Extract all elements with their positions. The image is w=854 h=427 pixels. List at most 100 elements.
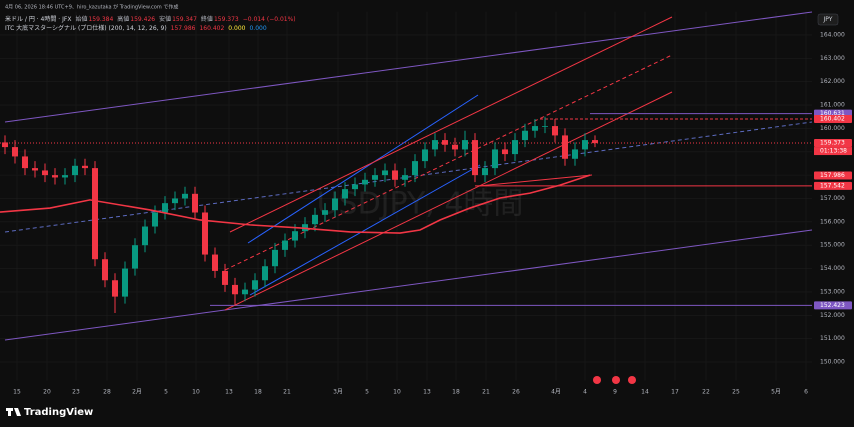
candle-body (202, 212, 208, 255)
candle-body (422, 149, 428, 162)
plot (0, 116, 598, 313)
x-tick-label: 21 (482, 389, 490, 396)
price-label: 157.542 (820, 182, 845, 189)
countdown: 01:13:38 (820, 148, 847, 155)
ohlc-label: 高値 (117, 15, 129, 23)
x-tick-label: 18 (254, 389, 262, 396)
price-label-box (814, 139, 852, 148)
y-tick-label: 162.000 (820, 78, 845, 85)
y-tick-label: 150.000 (820, 359, 845, 366)
moving-average (0, 174, 591, 234)
price-label: 159.373 (820, 140, 845, 147)
x-tick-label: 22 (702, 389, 710, 396)
ohlc-value: 159.426 (130, 16, 155, 23)
candle-body (262, 266, 268, 281)
drawings (4, 11, 813, 341)
candle-body (82, 165, 88, 169)
candle-body (242, 289, 248, 295)
candle-body (152, 212, 158, 227)
axes: 150.000 151.000 152.000 153.000 154.000 155.0… (13, 31, 852, 396)
price-label-box (814, 171, 852, 180)
trend-line (4, 11, 813, 123)
candle-body (462, 140, 468, 150)
channel-line (247, 94, 479, 244)
candle-body (532, 126, 538, 131)
brand: TradingView (24, 407, 93, 418)
logo (6, 408, 21, 416)
trend-line (477, 174, 593, 187)
currency-box[interactable] (817, 13, 839, 26)
ohlc-value: 159.373 (214, 16, 239, 23)
indicator-name: ITC 大底マスターシグナル (プロ仕様) (200, 14, 12, 26, … (5, 24, 167, 32)
event-icon[interactable] (593, 376, 601, 384)
x-tick-label: 17 (671, 389, 679, 396)
y-tick-label: 154.000 (820, 265, 845, 272)
event-icon[interactable] (628, 376, 636, 384)
candle-body (52, 175, 58, 178)
candle-body (312, 214, 318, 225)
candle-body (332, 198, 338, 211)
indicator-value: 157.986 (171, 25, 196, 32)
x-tick-label: 20 (43, 389, 51, 396)
indicator-value: 160.402 (199, 25, 224, 32)
event-icons (593, 376, 636, 384)
levels (0, 113, 812, 306)
candle-body (1, 142, 8, 148)
symbol-line: 米ドル / 円 · 4時間 · JFX 始値159.384 高値159.426 安値1… (5, 15, 296, 23)
x-tick-label: 23 (72, 389, 80, 396)
price-label-box (814, 115, 852, 124)
y-tick-label: 160.000 (820, 125, 845, 132)
candle-body (192, 193, 198, 213)
candle-body (472, 140, 478, 176)
candle-body (282, 240, 288, 250)
x-tick-label: 10 (192, 389, 200, 396)
candle-body (482, 168, 488, 176)
y-tick-label: 157.000 (820, 195, 845, 202)
candle-body (362, 179, 368, 185)
ohlc-value: 159.384 (88, 16, 113, 23)
ohlc-label: 終値 (201, 15, 213, 23)
candle-body (142, 226, 148, 246)
x-tick-label: 4月 (551, 389, 561, 396)
x-tick-label: 3月 (333, 389, 343, 396)
x-tick-label: 5 (164, 389, 168, 396)
candle-body (592, 140, 598, 144)
candle-body (32, 168, 38, 171)
x-tick-label: 14 (641, 389, 649, 396)
candle-body (512, 140, 518, 155)
price-label: 160.402 (820, 116, 845, 123)
event-icon[interactable] (612, 376, 620, 384)
x-tick-label: 26 (512, 389, 520, 396)
candle-body (582, 140, 588, 150)
trend-line (4, 121, 813, 233)
candle-body (392, 170, 398, 180)
x-tick-label: 9 (613, 389, 617, 396)
candle-body (122, 268, 128, 297)
candle-body (382, 170, 388, 176)
candle-body (182, 193, 188, 199)
candle-body (12, 147, 18, 157)
candle-body (502, 149, 508, 155)
x-tick-label: 21 (283, 389, 291, 396)
candle-body (562, 135, 568, 159)
ohlc-value: 159.347 (172, 16, 197, 23)
x-tick-label: 13 (225, 389, 233, 396)
x-tick-label: 5 (365, 389, 369, 396)
candle-body (42, 170, 48, 176)
candle-body (352, 184, 358, 190)
trend-line (4, 229, 813, 341)
candle-body (322, 210, 328, 215)
channel-line (224, 54, 673, 271)
channel-line (249, 164, 481, 296)
candle-body (62, 175, 68, 178)
candle-body (552, 126, 558, 136)
candle-body (112, 280, 118, 297)
candle-body (162, 203, 168, 213)
candle-body (542, 126, 548, 127)
x-tick-label: 15 (13, 389, 21, 396)
price-label: 157.986 (820, 172, 845, 179)
candle-body (212, 254, 218, 271)
countdown-box (814, 147, 852, 156)
channel-line (229, 16, 673, 233)
